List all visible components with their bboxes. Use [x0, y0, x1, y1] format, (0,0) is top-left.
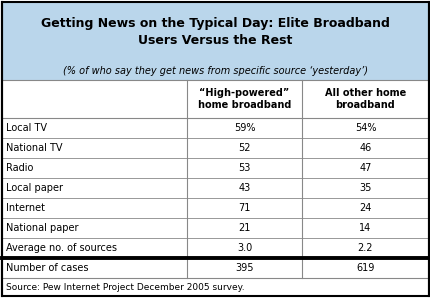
Text: 59%: 59% [233, 123, 255, 133]
Text: 54%: 54% [354, 123, 375, 133]
Text: Average no. of sources: Average no. of sources [6, 243, 117, 253]
Text: Getting News on the Typical Day: Elite Broadband
Users Versus the Rest: Getting News on the Typical Day: Elite B… [41, 17, 389, 47]
Text: Source: Pew Internet Project December 2005 survey.: Source: Pew Internet Project December 20… [6, 282, 244, 291]
Text: 47: 47 [359, 163, 371, 173]
Text: National TV: National TV [6, 143, 62, 153]
Bar [2, 80, 428, 118]
Text: 43: 43 [238, 183, 250, 193]
Text: 24: 24 [359, 203, 371, 213]
Text: “High-powered”
home broadband: “High-powered” home broadband [197, 88, 291, 110]
Text: 3.0: 3.0 [237, 243, 252, 253]
Text: National paper: National paper [6, 223, 78, 233]
Text: Internet: Internet [6, 203, 45, 213]
Text: 53: 53 [238, 163, 250, 173]
Text: 21: 21 [238, 223, 250, 233]
Text: Local paper: Local paper [6, 183, 63, 193]
Text: (% of who say they get news from specific source ‘yesterday’): (% of who say they get news from specifi… [63, 66, 367, 76]
Text: 52: 52 [238, 143, 250, 153]
Text: Local TV: Local TV [6, 123, 47, 133]
Text: 2.2: 2.2 [357, 243, 372, 253]
Text: 46: 46 [359, 143, 371, 153]
Text: Number of cases: Number of cases [6, 263, 88, 273]
Text: Radio: Radio [6, 163, 33, 173]
Bar [2, 2, 428, 80]
Text: 71: 71 [238, 203, 250, 213]
Text: 35: 35 [359, 183, 371, 193]
Text: 395: 395 [235, 263, 253, 273]
Text: 619: 619 [356, 263, 374, 273]
Text: 14: 14 [359, 223, 371, 233]
Text: All other home
broadband: All other home broadband [324, 88, 405, 110]
